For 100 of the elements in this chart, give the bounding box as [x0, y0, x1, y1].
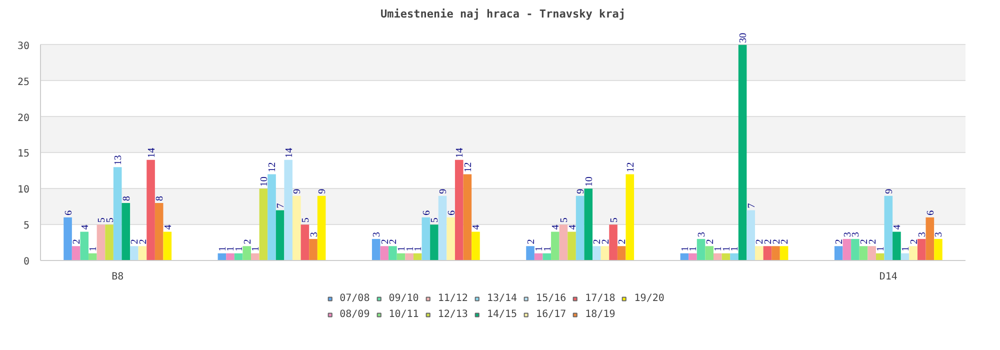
- data-label: 2: [242, 239, 254, 244]
- bar: [559, 224, 568, 260]
- data-label: 5: [96, 218, 108, 223]
- bar: [834, 246, 843, 260]
- bar: [300, 224, 310, 260]
- data-label: 14: [454, 148, 466, 158]
- bar: [884, 196, 893, 260]
- bar: [292, 196, 301, 260]
- data-label: 4: [567, 224, 578, 230]
- bar: [917, 238, 926, 260]
- bar: [551, 232, 560, 260]
- data-label: 12: [267, 162, 278, 172]
- data-label: 2: [834, 239, 846, 244]
- data-label: 3: [372, 232, 383, 237]
- legend-label: 18/19: [585, 308, 616, 320]
- bar: [584, 188, 593, 260]
- data-label: 2: [617, 239, 628, 244]
- bar: [780, 246, 788, 260]
- data-label: 2: [388, 239, 400, 244]
- data-label: 7: [276, 203, 287, 208]
- data-label: 3: [850, 232, 862, 237]
- bar: [105, 224, 114, 260]
- x-tick-label: D14: [879, 272, 898, 282]
- data-label: 9: [576, 188, 587, 194]
- data-label: 2: [526, 239, 537, 244]
- bar: [72, 246, 80, 260]
- bar: [163, 232, 172, 260]
- data-label: 8: [121, 196, 132, 202]
- bar: [80, 232, 89, 260]
- y-tick-label: 0: [23, 256, 30, 268]
- legend-label: 13/14: [486, 292, 518, 304]
- bar: [772, 246, 780, 260]
- bar: [600, 246, 610, 260]
- data-label: 2: [780, 239, 791, 244]
- bar: [250, 253, 260, 260]
- bar: [859, 246, 868, 260]
- data-label: 4: [892, 224, 904, 230]
- bar: [96, 224, 106, 260]
- legend-label: 10/11: [388, 308, 419, 320]
- bar: [276, 210, 284, 260]
- bar: [463, 174, 472, 260]
- bar: [388, 246, 397, 260]
- bar: [909, 246, 918, 260]
- bar: [242, 246, 251, 260]
- bar: [738, 44, 747, 260]
- data-label: 7: [746, 203, 758, 208]
- bar: [454, 160, 464, 260]
- bar: [730, 253, 738, 260]
- data-label: 10: [258, 176, 270, 187]
- data-label: 2: [72, 239, 83, 244]
- data-label: 5: [430, 218, 441, 223]
- legend-label: 11/12: [438, 292, 468, 304]
- data-label: 6: [63, 210, 74, 216]
- bar: [576, 196, 584, 260]
- bar: [317, 196, 326, 260]
- bar: [138, 246, 147, 260]
- bar: [568, 232, 576, 260]
- bar: [472, 232, 480, 260]
- bar: [130, 246, 138, 260]
- data-label: 9: [292, 188, 304, 194]
- legend-label: 17/18: [585, 292, 616, 304]
- y-tick-label: 10: [17, 184, 30, 196]
- data-label: 1: [730, 246, 741, 252]
- bar: [259, 188, 268, 260]
- legend-label: 09/10: [388, 292, 419, 304]
- data-label: 1: [234, 246, 246, 252]
- y-tick-label: 15: [17, 148, 30, 160]
- data-label: 3: [934, 232, 945, 237]
- data-label: 3: [917, 232, 928, 237]
- y-tick-label: 20: [17, 112, 30, 124]
- data-label: 1: [226, 246, 237, 252]
- bar: [309, 238, 318, 260]
- bar: [146, 160, 155, 260]
- bar: [284, 160, 293, 260]
- bar: [746, 210, 756, 260]
- data-label: 2: [762, 239, 774, 244]
- data-label: 1: [900, 246, 912, 252]
- data-label: 1: [688, 246, 700, 252]
- legend-label: 14/15: [486, 308, 518, 320]
- data-label: 12: [625, 162, 636, 172]
- legend-label: 08/09: [340, 308, 370, 320]
- bar: [526, 246, 534, 260]
- data-label: 3: [842, 232, 854, 237]
- data-label: 4: [80, 224, 91, 230]
- bar: [696, 238, 706, 260]
- bar: [892, 232, 901, 260]
- data-label: 14: [284, 148, 295, 158]
- bar: [705, 246, 714, 260]
- data-label: 5: [558, 218, 570, 223]
- data-label: 9: [438, 188, 450, 194]
- bar: [422, 217, 430, 260]
- data-label: 1: [680, 246, 691, 252]
- legend-label: 07/08: [340, 292, 370, 304]
- bar: [113, 167, 122, 260]
- bar: [405, 253, 414, 260]
- bar: [626, 174, 634, 260]
- y-tick-label: 30: [17, 40, 30, 52]
- bar: [713, 253, 722, 260]
- bar: [226, 253, 234, 260]
- bar: [438, 196, 447, 260]
